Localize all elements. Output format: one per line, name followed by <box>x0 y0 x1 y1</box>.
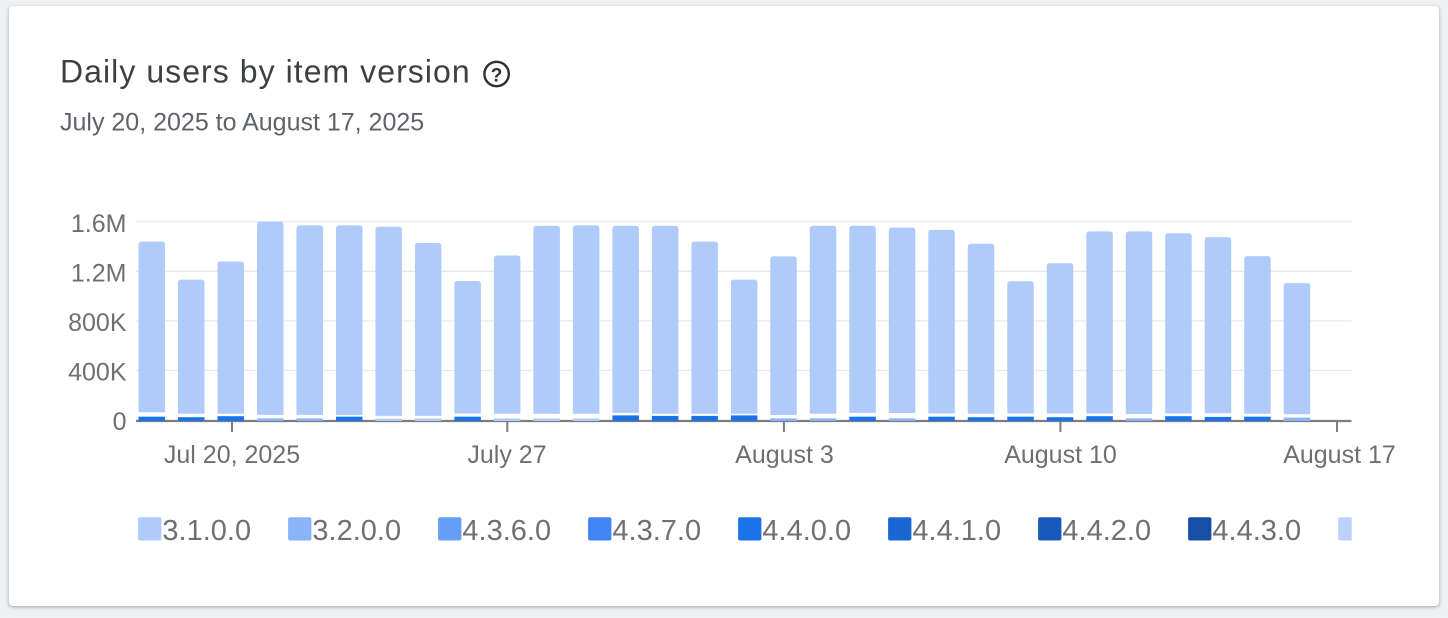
svg-text:0: 0 <box>113 408 127 436</box>
svg-text:Jul 20, 2025: Jul 20, 2025 <box>164 441 300 469</box>
svg-text:4.4.1.0: 4.4.1.0 <box>912 515 1001 547</box>
svg-text:?: ? <box>491 66 503 87</box>
svg-text:800K: 800K <box>68 309 127 337</box>
svg-text:1.6M: 1.6M <box>71 210 127 238</box>
svg-text:4.4.3.0: 4.4.3.0 <box>1212 515 1301 547</box>
svg-text:3.2.0.0: 3.2.0.0 <box>312 515 401 547</box>
svg-text:3.1.0.0: 3.1.0.0 <box>162 515 251 547</box>
svg-text:July 20, 2025 to August 17, 20: July 20, 2025 to August 17, 2025 <box>60 109 424 137</box>
svg-text:August 10: August 10 <box>1004 441 1117 469</box>
svg-text:August 17: August 17 <box>1283 441 1396 469</box>
svg-text:4.3.7.0: 4.3.7.0 <box>612 515 701 547</box>
svg-text:Daily users by item version: Daily users by item version <box>60 54 471 90</box>
svg-text:4.4.0.0: 4.4.0.0 <box>762 515 851 547</box>
svg-text:1.2M: 1.2M <box>71 259 127 287</box>
svg-text:4.4.2.0: 4.4.2.0 <box>1062 515 1151 547</box>
svg-text:400K: 400K <box>68 359 127 387</box>
svg-text:August 3: August 3 <box>735 441 834 469</box>
svg-text:4.3.6.0: 4.3.6.0 <box>462 515 551 547</box>
svg-text:July 27: July 27 <box>467 441 546 469</box>
